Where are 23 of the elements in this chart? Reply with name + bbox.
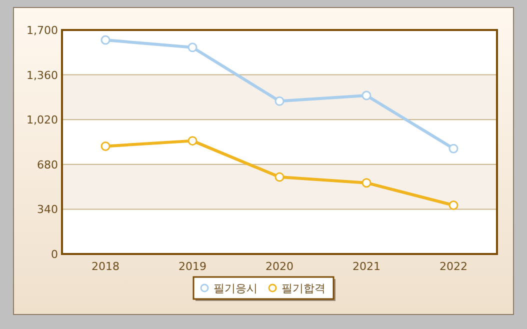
y-tick-label: 680	[37, 158, 58, 172]
legend-label: 필기응시	[214, 282, 258, 295]
point	[448, 200, 458, 210]
x-tick-label: 2020	[266, 260, 294, 273]
legend-label: 필기합격	[282, 282, 326, 295]
x-tick-label: 2018	[92, 260, 120, 273]
point	[274, 172, 284, 182]
point	[188, 42, 198, 52]
x-tick-label: 2021	[352, 260, 380, 273]
y-tick-label: 0	[51, 248, 58, 261]
y-tick-label: 340	[37, 203, 58, 216]
point	[100, 141, 110, 151]
x-tick-label: 2019	[178, 260, 206, 273]
point	[274, 96, 284, 106]
y-tick-label: 1,700	[26, 24, 58, 37]
point	[448, 144, 458, 154]
x-tick-label: 2022	[440, 260, 468, 273]
point	[362, 178, 372, 188]
point	[100, 35, 110, 45]
y-tick-label: 1,020	[26, 114, 58, 127]
point	[188, 136, 198, 146]
point	[362, 90, 372, 100]
y-tick-label: 1,360	[26, 68, 58, 82]
